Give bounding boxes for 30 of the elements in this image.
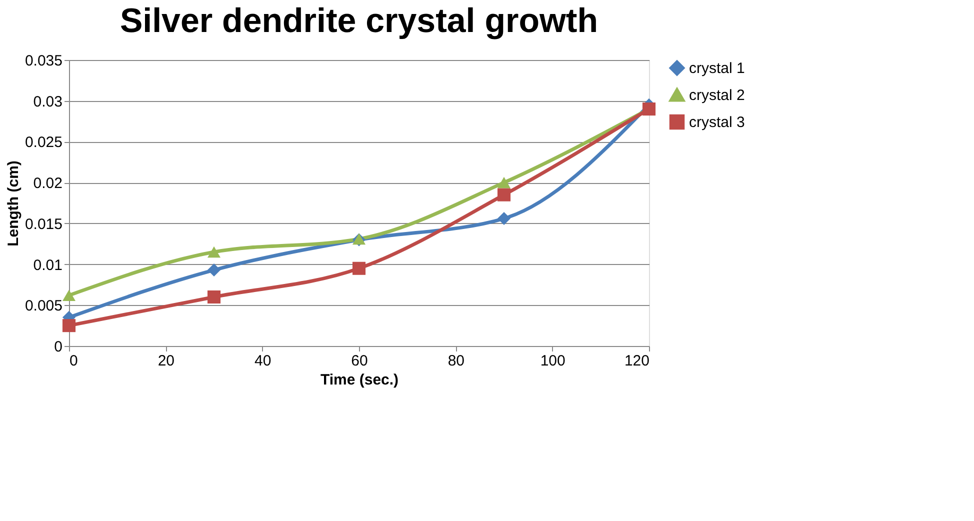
y-tick-label: 0 <box>54 338 62 356</box>
point <box>497 212 511 226</box>
x-tick-label: 80 <box>448 352 465 370</box>
point <box>62 290 76 301</box>
point <box>207 290 221 304</box>
y-tick-label: 0.01 <box>33 256 62 274</box>
y-axis-title: Length (cm) <box>4 160 22 246</box>
point <box>352 262 366 275</box>
x-tick-label: 120 <box>624 352 650 370</box>
x-tick-label: 20 <box>158 352 175 370</box>
chart-title: Silver dendrite crystal growth <box>120 2 598 40</box>
legend-label: crystal 1 <box>689 60 745 77</box>
point <box>497 176 511 188</box>
legend-label: crystal 3 <box>689 114 745 131</box>
legend-label: crystal 2 <box>689 87 745 104</box>
point <box>207 246 221 258</box>
y-tick-label: 0.005 <box>24 298 62 315</box>
x-tick-label: 0 <box>70 352 78 370</box>
y-tick-label: 0.02 <box>33 175 62 192</box>
x-tick-label: 60 <box>351 352 368 370</box>
x-axis-title: Time (sec.) <box>320 372 399 388</box>
x-tick-label: 100 <box>540 352 566 370</box>
y-tick-label: 0.025 <box>24 134 62 152</box>
y-tick-label: 0.035 <box>24 52 62 70</box>
y-tick-label: 0.015 <box>24 216 62 233</box>
point <box>497 188 511 202</box>
point <box>207 263 221 277</box>
y-tick-label: 0.03 <box>33 93 62 110</box>
point <box>62 319 76 332</box>
x-tick-label: 40 <box>254 352 272 370</box>
